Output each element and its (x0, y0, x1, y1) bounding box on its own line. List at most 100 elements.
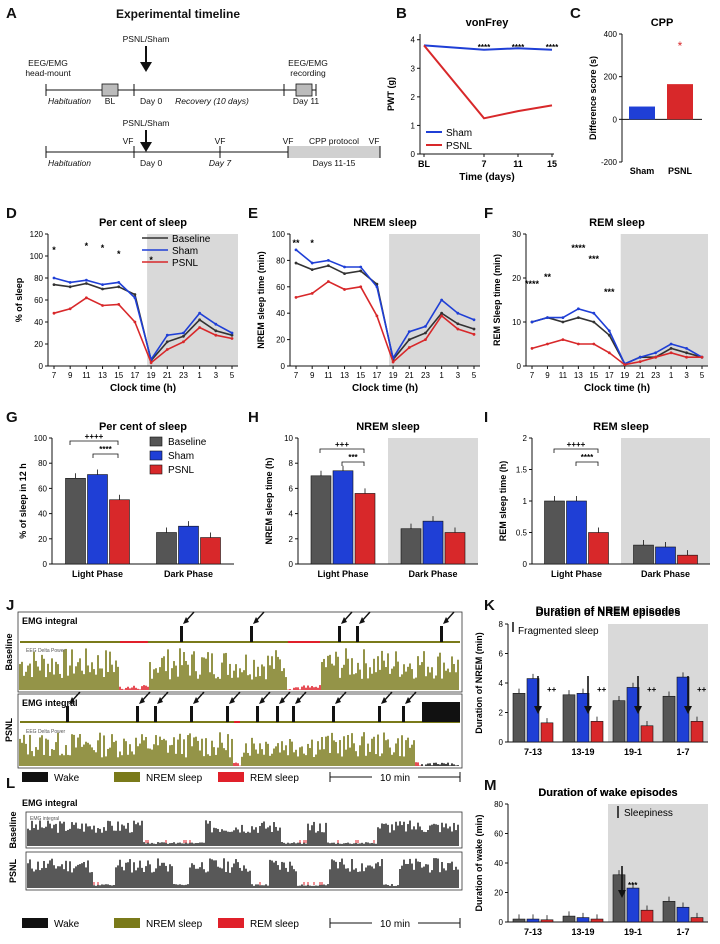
bar-psnl (444, 532, 466, 565)
series-line-sham (531, 307, 703, 365)
x-tick-label: 7 (530, 371, 535, 380)
significance-mark: **** (571, 243, 586, 253)
significance-bracket (553, 448, 599, 453)
y-tick-label: 80 (276, 256, 285, 265)
series-point (407, 346, 411, 349)
legend-d-baseline: Baseline (172, 234, 211, 245)
y-tick-label: 0 (523, 560, 528, 569)
arrow-head-icon (183, 617, 189, 624)
series-point (472, 327, 476, 331)
series-point (68, 307, 72, 311)
series-point (375, 285, 379, 289)
bar-baseline (310, 475, 332, 565)
panel-letter-k: K (484, 597, 495, 614)
chart-title: CPP (651, 17, 674, 29)
bar-baseline (65, 478, 86, 565)
y-tick-label: 4 (411, 36, 416, 45)
dark-phase-shade (620, 234, 708, 366)
arrow-head-icon (69, 697, 75, 704)
y-tick-label: 40 (38, 510, 47, 519)
panel-letter-a: A (6, 5, 17, 22)
arrow-head-icon (140, 62, 152, 72)
emg-wake-burst (338, 626, 341, 642)
timeline-title: Experimental timeline (116, 7, 240, 21)
y-tick-label: 60 (494, 830, 503, 839)
significance-mark: * (85, 241, 89, 251)
chart-title: vonFrey (466, 17, 510, 29)
series-point (68, 285, 72, 289)
series-point (359, 285, 363, 289)
series-line-psnl (53, 296, 233, 365)
emg-wake-burst (276, 706, 279, 722)
significance-mark: * (149, 255, 153, 265)
bar-baseline (544, 500, 565, 565)
day0-label-2: Day 0 (140, 158, 162, 168)
dark-phase-shade (389, 234, 480, 366)
y-tick-label: 20 (38, 535, 47, 544)
y-axis-label: NREM sleep time (h) (264, 457, 274, 544)
y-tick-label: 2 (289, 535, 294, 544)
legend-l: Wake NREM sleep REM sleep 10 min (22, 916, 461, 930)
recovery-label: Recovery (10 days) (175, 96, 249, 106)
emg-label-j2: EMG integral (22, 698, 78, 708)
emg-wake-burst (136, 706, 139, 722)
y-tick-label: 8 (499, 620, 504, 629)
x-tick-label: 11 (559, 371, 568, 380)
series-point (546, 316, 549, 319)
y-tick-label: 30 (512, 230, 521, 239)
day0-label-1: Day 0 (140, 96, 162, 106)
panel-letter-f: F (484, 205, 493, 222)
series-point (310, 268, 314, 272)
significance-mark: **** (546, 43, 559, 52)
arrow-head-icon (359, 617, 365, 624)
bar-baseline (156, 532, 177, 565)
x-tick-label: 17 (372, 371, 381, 380)
x-tick-label: Sham (630, 166, 655, 176)
y-tick-label: 6 (289, 484, 294, 493)
y-tick-label: 20 (494, 889, 503, 898)
x-tick-label: 19 (147, 371, 156, 380)
emg-wake-burst (256, 706, 259, 722)
series-point (424, 325, 427, 328)
chart-title: Duration of NREM episodes (536, 607, 681, 619)
emg-trace-psnl (20, 691, 460, 723)
bar-psnl (200, 537, 221, 565)
y-tick-label: 0 (517, 362, 522, 371)
trace-label-j2: EEG Delta Power (26, 729, 66, 735)
x-axis-label: Clock time (h) (110, 383, 176, 394)
wake-swatch-j (22, 772, 48, 782)
x-tick-label: 7-13 (524, 927, 542, 937)
y-axis-label: REM Sleep time (min) (492, 254, 502, 346)
significance-mark: *** (628, 881, 638, 890)
legend-j: Wake NREM sleep REM sleep 10 min (22, 770, 461, 784)
y-tick-label: 200 (604, 73, 618, 82)
significance-mark: **** (581, 453, 594, 462)
y-tick-label: 2 (499, 709, 504, 718)
bar-sham (576, 917, 590, 923)
significance-bracket (319, 448, 365, 453)
nrem-swatch-l (114, 918, 140, 928)
series-point (310, 261, 314, 265)
panel-a-timeline: Experimental timeline EEG/EMG head-mount… (25, 7, 381, 168)
psnl-row-label-l: PSNL (8, 859, 18, 884)
x-tick-label: 19-1 (624, 747, 642, 757)
bar-baseline (662, 695, 676, 743)
series-point (214, 333, 218, 337)
series-point (165, 348, 169, 351)
y-tick-label: 0 (43, 560, 48, 569)
series-point (343, 288, 346, 291)
series-point (456, 322, 460, 326)
series-point (214, 329, 218, 333)
y-tick-label: 20 (512, 274, 521, 283)
legend-l-wake: Wake (54, 919, 80, 930)
series-point (182, 334, 185, 338)
chart-title: Per cent of sleep (99, 217, 187, 229)
arrow-head-icon (381, 697, 387, 704)
x-tick-label: 17 (605, 371, 614, 380)
bar-psnl (540, 722, 554, 743)
series-line-baseline (531, 316, 703, 365)
chart-title: Per cent of sleep (99, 421, 187, 433)
chart-vonfrey: 0 1 2 3 4 PWT (g) vonFrey BL 7 11 15 Time (days) ***… (386, 17, 559, 183)
bar-baseline (633, 544, 654, 565)
arrow-head-icon (443, 617, 449, 624)
